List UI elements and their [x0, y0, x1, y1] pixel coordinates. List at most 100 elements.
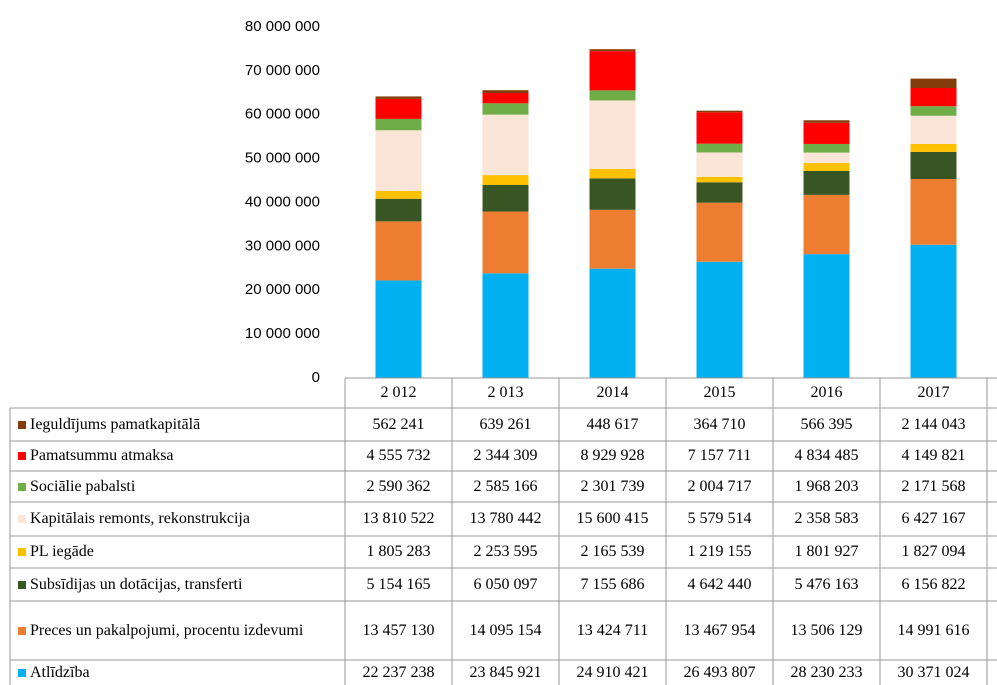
value-label: 4 555 732: [366, 447, 431, 464]
y-tick-label: 40 000 000: [245, 193, 320, 210]
value-label: 13 467 954: [683, 621, 756, 639]
value-label: 28 230 233: [790, 663, 863, 681]
bar-segment: [589, 49, 636, 52]
legend-entry: Pamatsummu atmaksa: [10, 441, 345, 471]
value-label: 5 579 514: [687, 510, 752, 527]
legend-entry: Preces un pakalpojumi, procentu izdevumi: [10, 601, 345, 660]
bar-segment: [589, 100, 636, 169]
bar-segment: [482, 90, 529, 94]
value-label: 26 493 807: [683, 663, 756, 681]
legend-entry: Subsīdijas un dotācijas, transferti: [10, 568, 345, 601]
bar-segment: [696, 112, 743, 144]
bar-segment: [375, 190, 422, 199]
value-label: 13 780 442: [469, 510, 542, 527]
bar-segment: [803, 162, 850, 171]
value-label: 1 805 283: [366, 543, 431, 560]
bar-segment: [482, 184, 529, 212]
value-label: 2 301 739: [580, 477, 645, 495]
value-label: 639 261: [479, 415, 532, 433]
legend-swatch: [18, 626, 26, 635]
bar-segment: [482, 211, 529, 274]
value-label: 1 968 203: [794, 477, 859, 495]
column-header: 2014: [596, 384, 629, 401]
bar-segment: [589, 268, 636, 378]
bar-segment: [482, 103, 529, 115]
legend-entry: Atlīdzība: [10, 660, 345, 685]
value-label: 30 371 024: [897, 663, 970, 681]
legend-label: PL iegāde: [30, 543, 94, 560]
bar-segment: [482, 273, 529, 378]
bar-segment: [910, 88, 957, 107]
bar-segment: [589, 51, 636, 91]
y-tick-label: 0: [312, 369, 320, 386]
value-label: 1 219 155: [687, 543, 752, 560]
bar-segment: [375, 118, 422, 131]
bar-segment: [696, 202, 743, 262]
y-tick-label: 80 000 000: [245, 18, 320, 35]
value-label: 13 810 522: [362, 510, 435, 527]
legend-label: Kapitālais remonts, rekonstrukcija: [30, 510, 250, 527]
column-header: 2016: [810, 384, 843, 401]
bar-segment: [803, 194, 850, 255]
value-label: 566 395: [800, 415, 853, 433]
bar-segment: [375, 96, 422, 99]
bar-segment: [696, 110, 743, 113]
bar-segment: [696, 176, 743, 183]
value-label: 5 154 165: [366, 575, 431, 593]
bar-segment: [696, 182, 743, 203]
column-header: 2015: [703, 384, 736, 401]
value-label: 7 155 686: [580, 575, 645, 593]
value-label: 5 476 163: [794, 575, 859, 593]
value-label: 4 642 440: [687, 575, 752, 593]
bar-segment: [696, 261, 743, 378]
value-label: 2 004 717: [687, 477, 752, 495]
legend-label: Sociālie pabalsti: [30, 477, 136, 495]
legend-swatch: [18, 668, 26, 677]
value-label: 8 929 928: [580, 447, 645, 464]
value-label: 23 845 921: [469, 663, 542, 681]
bar-segment: [375, 221, 422, 281]
y-tick-label: 70 000 000: [245, 62, 320, 79]
value-label: 364 710: [693, 415, 746, 433]
bar-segment: [375, 198, 422, 222]
bar-segment: [910, 106, 957, 116]
value-label: 2 171 568: [901, 477, 966, 495]
legend-label: Preces un pakalpojumi, procentu izdevumi: [30, 621, 304, 639]
bar-segment: [910, 151, 957, 179]
value-label: 2 358 583: [794, 510, 859, 527]
value-label: 14 991 616: [897, 621, 970, 639]
bar-segment: [803, 120, 850, 123]
y-tick-label: 60 000 000: [245, 106, 320, 123]
bar-segment: [910, 115, 957, 144]
column-header: 2 013: [487, 384, 524, 401]
legend-swatch: [18, 515, 26, 523]
legend-swatch: [18, 452, 26, 460]
value-label: 7 157 711: [687, 447, 752, 464]
value-label: 562 241: [372, 415, 425, 433]
bar-segment: [589, 209, 636, 269]
legend-entry: Sociālie pabalsti: [10, 471, 345, 502]
bar-segment: [696, 152, 743, 177]
y-tick-label: 50 000 000: [245, 150, 320, 167]
bar-segment: [375, 98, 422, 119]
bar-segment: [375, 280, 422, 378]
value-label: 24 910 421: [576, 663, 649, 681]
value-label: 2 585 166: [473, 477, 538, 495]
bar-segment: [803, 254, 850, 378]
value-label: 6 050 097: [473, 575, 538, 593]
bar-segment: [482, 93, 529, 104]
legend-swatch: [18, 548, 26, 556]
legend-label: Atlīdzība: [30, 663, 90, 681]
bar-segment: [696, 143, 743, 153]
value-label: 448 617: [586, 415, 639, 433]
y-tick-label: 30 000 000: [245, 237, 320, 254]
value-label: 2 590 362: [366, 477, 431, 495]
value-label: 2 253 595: [473, 543, 538, 560]
value-label: 1 801 927: [794, 543, 859, 560]
value-label: 13 457 130: [362, 621, 435, 639]
value-label: 1 827 094: [901, 543, 966, 560]
value-label: 22 237 238: [362, 663, 435, 681]
bar-segment: [803, 152, 850, 163]
bar-segment: [482, 175, 529, 185]
bar-segment: [803, 122, 850, 144]
